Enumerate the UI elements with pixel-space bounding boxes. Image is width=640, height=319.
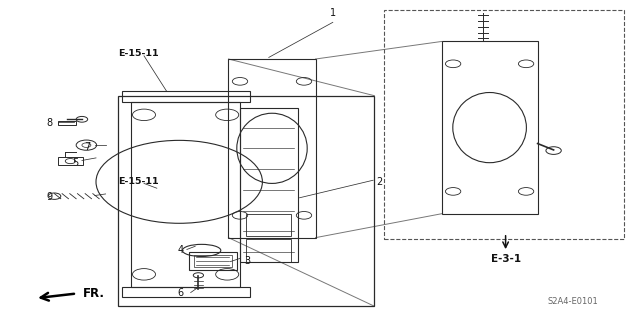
Bar — [122, 91, 250, 102]
Text: 2: 2 — [376, 177, 383, 187]
Bar — [131, 102, 240, 287]
Text: E-15-11: E-15-11 — [118, 177, 159, 186]
Bar — [122, 287, 250, 297]
Bar — [246, 214, 291, 236]
Text: 9: 9 — [46, 192, 52, 202]
Bar — [246, 239, 291, 262]
Bar — [118, 96, 374, 306]
Bar — [58, 121, 76, 125]
Text: S2A4-E0101: S2A4-E0101 — [548, 297, 598, 306]
Bar — [228, 59, 316, 238]
Text: E-15-11: E-15-11 — [118, 49, 159, 58]
Text: FR.: FR. — [83, 287, 105, 300]
Text: 6: 6 — [177, 288, 184, 299]
Text: 5: 5 — [72, 158, 78, 168]
Bar — [384, 10, 624, 239]
Bar — [442, 41, 538, 214]
Text: E-3-1: E-3-1 — [490, 254, 521, 263]
Text: 3: 3 — [244, 256, 251, 266]
Text: 1: 1 — [330, 8, 336, 18]
Text: 7: 7 — [84, 142, 91, 152]
Bar — [189, 252, 237, 270]
Text: 8: 8 — [46, 118, 52, 128]
Bar — [194, 255, 232, 267]
Text: 4: 4 — [177, 245, 184, 256]
Bar — [58, 157, 83, 165]
Bar — [240, 108, 298, 262]
